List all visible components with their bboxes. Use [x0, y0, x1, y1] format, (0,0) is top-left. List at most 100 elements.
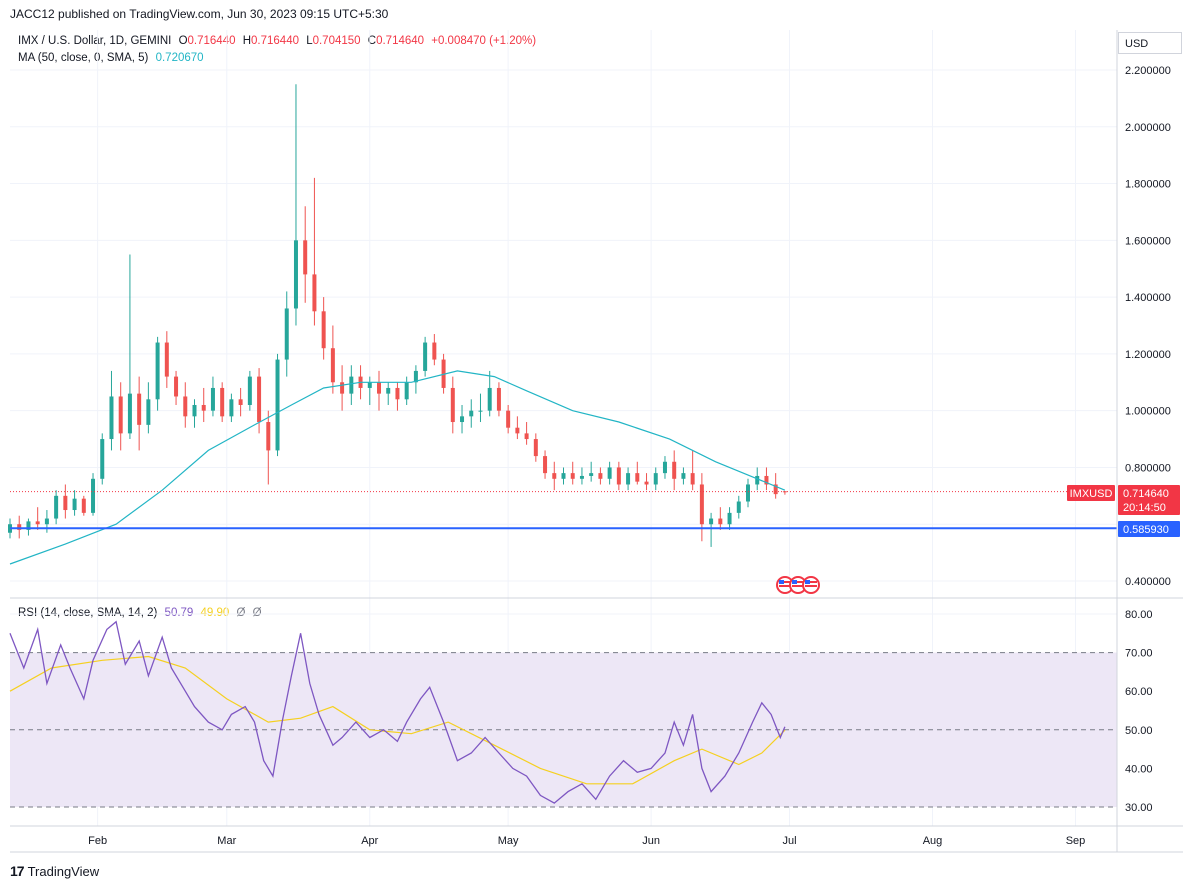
candle-body [598, 473, 603, 479]
hline-price-tag: 0.585930 [1118, 521, 1180, 537]
candle [515, 416, 520, 440]
candle-body [404, 382, 409, 400]
us-flag-icon[interactable] [789, 576, 807, 594]
candle [330, 325, 335, 394]
ohlc-change: +0.008470 (+1.20%) [431, 35, 537, 47]
candle [377, 370, 381, 411]
candle-body [220, 387, 225, 417]
candle [238, 387, 243, 417]
month-tick-label: Mar [217, 835, 236, 847]
candle-body [100, 439, 105, 479]
candle-body [690, 473, 695, 485]
candle-body [478, 410, 483, 412]
candle-body [460, 416, 465, 423]
candle [598, 467, 603, 485]
candle [72, 490, 77, 516]
hline-price-value: 0.585930 [1123, 524, 1169, 536]
candle [533, 433, 538, 462]
candle [164, 331, 169, 388]
candle-body [109, 396, 114, 440]
candle-body [137, 393, 142, 425]
candle-body [579, 475, 584, 479]
candle-body [524, 433, 529, 440]
candle [764, 467, 769, 491]
candle-body [192, 404, 197, 417]
candle [736, 495, 741, 519]
tradingview-brand-text: TradingView [27, 863, 100, 879]
last-price-value: 0.714640 [1123, 488, 1169, 500]
candle-body [340, 382, 345, 394]
candle-body [183, 396, 188, 417]
candle-body [432, 342, 437, 360]
candle [487, 370, 492, 417]
ma-value: 0.720670 [155, 52, 204, 64]
candle-body [377, 382, 381, 394]
candle [229, 393, 234, 423]
candle [616, 461, 621, 491]
candle-body [681, 473, 686, 479]
candle-body [699, 484, 704, 525]
month-tick-label: Sep [1066, 835, 1086, 847]
rsi-value: 50.79 [164, 607, 194, 619]
candle-body [349, 376, 354, 394]
candle [321, 297, 326, 360]
rsi-axis[interactable]: 80.00 70.00 60.00 50.00 40.00 30.00 [1125, 609, 1153, 814]
month-tick-label: Feb [88, 835, 107, 847]
price-tick-label: 2.200000 [1125, 65, 1171, 77]
candle [174, 370, 179, 405]
candle [524, 422, 529, 445]
candle [91, 473, 96, 516]
candle [293, 84, 298, 326]
candle-body [727, 512, 732, 525]
month-tick-label: Apr [361, 835, 378, 847]
candle-body [450, 387, 455, 423]
candle [247, 370, 252, 411]
candle-body [44, 518, 49, 525]
candle-body [26, 521, 31, 530]
month-tick-label: Aug [923, 835, 943, 847]
candle-body [487, 387, 492, 411]
candle [275, 353, 280, 457]
candle [478, 393, 483, 423]
rsi-label[interactable]: RSI (14, close, SMA, 14, 2) [18, 607, 158, 619]
candle-body [17, 524, 22, 530]
candle-body [312, 274, 317, 312]
candle-body [496, 387, 501, 411]
symbol-title[interactable]: IMX / U.S. Dollar, 1D, GEMINI [18, 35, 172, 47]
candle [552, 461, 557, 491]
candle-body [773, 484, 778, 495]
candle [81, 495, 86, 516]
price-axis[interactable]: 2.200000 2.000000 1.800000 1.600000 1.400000… [1125, 65, 1171, 588]
candle-body [155, 342, 160, 400]
last-price-tag: 0.714640 20:14:50 [1118, 485, 1180, 515]
us-flag-events[interactable] [776, 576, 820, 594]
candle [201, 387, 206, 423]
candle [44, 510, 49, 533]
candle [35, 507, 40, 530]
rsi-extra-2: Ø [252, 607, 262, 619]
candle [469, 399, 474, 428]
rsi-legend: RSI (14, close, SMA, 14, 2) 50.79 49.90 … [18, 607, 262, 619]
ma-label[interactable]: MA (50, close, 0, SMA, 5) [18, 52, 149, 64]
candle-body [764, 475, 769, 485]
time-axis[interactable]: Feb Mar Apr May Jun Jul Aug Sep [88, 835, 1085, 847]
price-tick-label: 0.800000 [1125, 462, 1171, 474]
candle [709, 512, 714, 547]
candle [312, 177, 317, 326]
price-tick-label: 0.400000 [1125, 576, 1171, 588]
currency-selector[interactable]: USD [1118, 32, 1182, 54]
footer-brand[interactable]: 17 TradingView [10, 863, 99, 879]
candle-body [552, 473, 557, 479]
candle [561, 467, 566, 485]
candle [183, 382, 188, 428]
candle [413, 365, 418, 394]
candle-body [653, 473, 658, 485]
price-tick-label: 1.600000 [1125, 235, 1171, 247]
rsi-level-lines [10, 652, 1117, 808]
candle [432, 334, 437, 366]
candle [17, 515, 22, 539]
us-flag-icon[interactable] [802, 576, 820, 594]
rsi-tick-label: 40.00 [1125, 763, 1153, 775]
candle [349, 365, 354, 405]
